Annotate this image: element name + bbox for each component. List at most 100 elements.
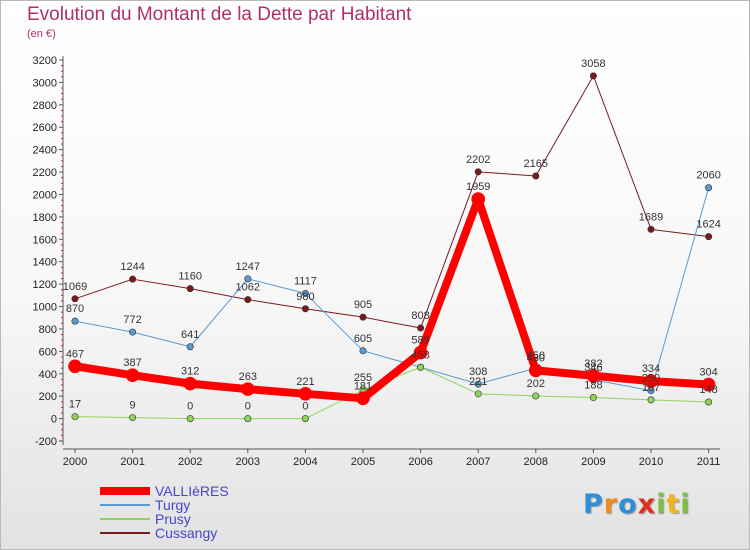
data-label: 2060	[696, 170, 720, 182]
logo-letter: o	[618, 489, 638, 520]
data-point	[359, 347, 367, 355]
logo-letter: i	[680, 489, 691, 520]
y-tick-label: 600	[39, 346, 57, 358]
proxiti-logo[interactable]: Proxiti	[583, 489, 691, 520]
chart-subtitle: (en €)	[27, 28, 56, 40]
data-label: 304	[699, 367, 717, 379]
data-point	[701, 377, 716, 392]
data-point	[68, 359, 82, 374]
data-point	[359, 313, 367, 321]
data-label: 905	[354, 299, 372, 311]
data-label: 0	[187, 401, 193, 413]
x-tick-label: 2011	[697, 456, 721, 468]
data-point	[186, 343, 194, 351]
data-label: 2202	[466, 154, 490, 166]
data-label: 188	[584, 380, 602, 392]
data-label: 3058	[581, 58, 605, 70]
data-point	[129, 328, 137, 336]
data-point	[532, 392, 540, 400]
data-point	[71, 317, 79, 325]
data-point	[71, 413, 79, 421]
data-point	[586, 368, 601, 383]
x-tick-label: 2009	[581, 456, 605, 468]
data-label: 346	[584, 362, 602, 374]
data-point	[301, 415, 309, 423]
y-tick-label: 1000	[33, 302, 57, 314]
x-tick-label: 2001	[120, 456, 144, 468]
y-tick-label: 0	[51, 414, 57, 426]
data-point	[474, 390, 482, 398]
y-tick-label: 2600	[33, 122, 57, 134]
y-tick-label: 3000	[33, 77, 57, 89]
series-line-cussangy	[74, 75, 710, 329]
data-label: 589	[411, 335, 429, 347]
data-label: 605	[354, 333, 372, 345]
data-label: 808	[411, 310, 429, 322]
data-label: 0	[302, 401, 308, 413]
data-point	[647, 225, 655, 233]
data-point	[528, 363, 543, 378]
data-label: 1244	[120, 261, 144, 273]
y-tick-label: 2400	[33, 145, 57, 157]
data-label: 1062	[236, 282, 260, 294]
legend-swatch	[100, 504, 150, 506]
data-point	[186, 285, 194, 293]
y-tick-label: 2200	[33, 167, 57, 179]
series-line-vallières	[71, 195, 713, 403]
legend-swatch	[100, 487, 150, 495]
data-point	[129, 414, 137, 422]
y-tick-label: 800	[39, 324, 57, 336]
data-point	[417, 324, 425, 332]
data-label: 2165	[524, 158, 548, 170]
x-tick-label: 2000	[63, 456, 87, 468]
data-label: 467	[66, 348, 84, 360]
legend-label: Prusy	[155, 511, 191, 527]
data-label: 1959	[466, 181, 490, 193]
legend-swatch	[100, 532, 150, 534]
data-label: 1160	[178, 271, 202, 283]
data-point	[417, 363, 425, 371]
data-point	[244, 296, 252, 304]
data-point	[705, 398, 713, 406]
data-label: 387	[123, 357, 141, 369]
y-tick-label: 1600	[33, 234, 57, 246]
data-label: 17	[69, 399, 81, 411]
data-label: 181	[354, 380, 372, 392]
data-label: 1689	[639, 211, 663, 223]
legend-label: VALLIèRES	[155, 483, 229, 499]
data-label: 148	[699, 384, 717, 396]
data-point	[129, 275, 137, 283]
data-label: 312	[181, 366, 199, 378]
legend-swatch	[100, 518, 150, 520]
series-line-turgy	[74, 187, 710, 392]
y-tick-label: 200	[39, 391, 57, 403]
logo-letter: P	[583, 489, 604, 520]
y-tick-label: 1400	[33, 257, 57, 269]
data-point	[183, 376, 197, 391]
data-label: 1247	[236, 261, 260, 273]
chart-title: Evolution du Montant de la Dette par Hab…	[27, 4, 412, 25]
logo-letter: i	[656, 489, 667, 520]
data-label: 1117	[294, 275, 317, 287]
data-label: 980	[296, 291, 314, 303]
x-tick-label: 2008	[524, 456, 548, 468]
data-label: 202	[527, 378, 545, 390]
data-point	[71, 295, 79, 303]
x-tick-label: 2007	[466, 456, 490, 468]
data-label: 308	[469, 366, 487, 378]
data-label: 263	[239, 371, 257, 383]
y-tick-label: 1800	[33, 212, 57, 224]
data-point	[298, 387, 313, 401]
logo-letter: x	[637, 489, 657, 520]
x-tick-label: 2004	[293, 456, 317, 468]
data-label: 1069	[63, 281, 87, 293]
data-point	[244, 415, 252, 423]
x-tick-label: 2005	[351, 456, 375, 468]
data-label: 334	[642, 363, 660, 375]
data-point	[705, 233, 713, 241]
data-point	[474, 168, 482, 176]
data-point	[241, 382, 255, 396]
data-point	[474, 380, 482, 388]
